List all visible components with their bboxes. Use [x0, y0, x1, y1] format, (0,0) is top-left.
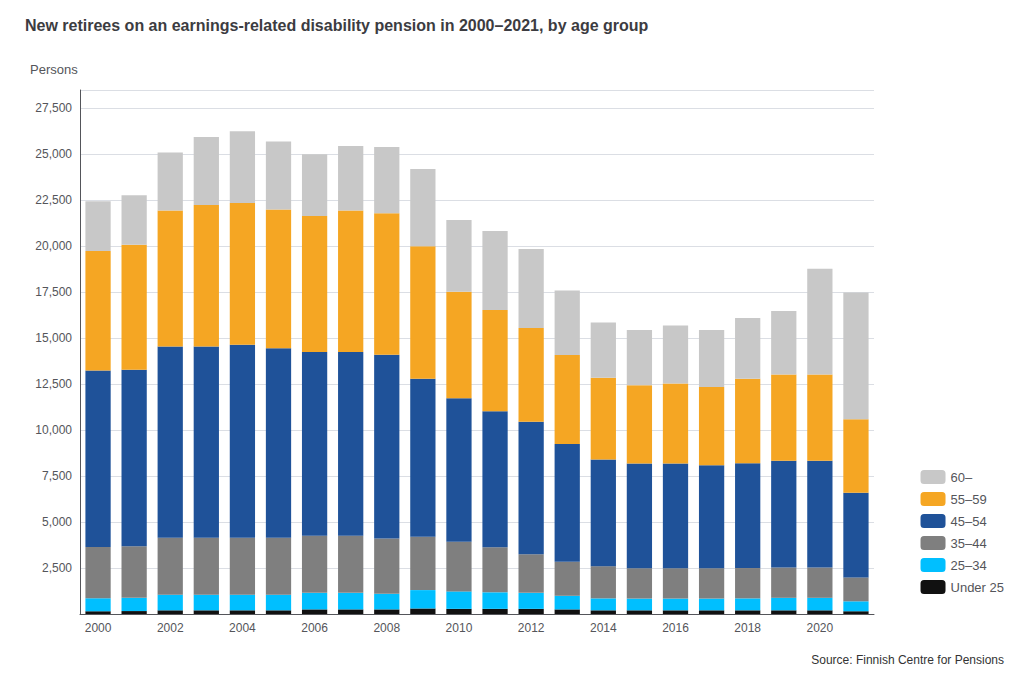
svg-text:2012: 2012 — [518, 621, 545, 635]
svg-text:2010: 2010 — [446, 621, 473, 635]
svg-text:2014: 2014 — [590, 621, 617, 635]
svg-text:10,000: 10,000 — [35, 423, 72, 437]
svg-text:2,500: 2,500 — [42, 561, 72, 575]
svg-text:2018: 2018 — [734, 621, 761, 635]
svg-text:45–54: 45–54 — [951, 514, 987, 529]
svg-text:22,500: 22,500 — [35, 193, 72, 207]
svg-text:15,000: 15,000 — [35, 331, 72, 345]
svg-text:2016: 2016 — [662, 621, 689, 635]
svg-text:7,500: 7,500 — [42, 469, 72, 483]
svg-text:2008: 2008 — [373, 621, 400, 635]
svg-text:27,500: 27,500 — [35, 101, 72, 115]
svg-text:60–: 60– — [951, 470, 973, 485]
svg-text:Persons: Persons — [30, 62, 78, 77]
svg-text:17,500: 17,500 — [35, 285, 72, 299]
svg-text:25,000: 25,000 — [35, 147, 72, 161]
svg-text:2020: 2020 — [807, 621, 834, 635]
svg-text:25–34: 25–34 — [951, 558, 987, 573]
svg-text:5,000: 5,000 — [42, 515, 72, 529]
svg-text:20,000: 20,000 — [35, 239, 72, 253]
svg-text:2006: 2006 — [301, 621, 328, 635]
svg-text:Under 25: Under 25 — [951, 580, 1004, 595]
svg-text:2004: 2004 — [229, 621, 256, 635]
svg-text:12,500: 12,500 — [35, 377, 72, 391]
svg-text:Source: Finnish Centre for Pen: Source: Finnish Centre for Pensions — [811, 653, 1004, 667]
svg-text:New retirees on an earnings-re: New retirees on an earnings-related disa… — [25, 17, 649, 34]
svg-text:55–59: 55–59 — [951, 492, 987, 507]
svg-text:2002: 2002 — [157, 621, 184, 635]
svg-text:35–44: 35–44 — [951, 536, 987, 551]
svg-text:2000: 2000 — [85, 621, 112, 635]
